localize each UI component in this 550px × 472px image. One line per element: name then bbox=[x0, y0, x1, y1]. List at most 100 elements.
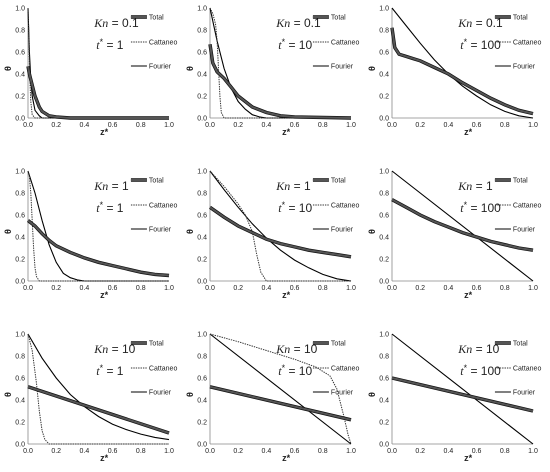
y-tick-label: 0.6 bbox=[197, 376, 207, 383]
series-line-cattaneo bbox=[27, 170, 169, 282]
series-line-cattaneo bbox=[27, 7, 169, 119]
legend-item-cattaneo: Cattaneo bbox=[130, 203, 177, 210]
legend-item-total: Total bbox=[494, 341, 528, 348]
legend-item-total: Total bbox=[312, 178, 346, 185]
legend-item-total: Total bbox=[494, 15, 528, 22]
legend: Total Cattaneo Fourier bbox=[312, 178, 360, 234]
legend: Total Cattaneo Fourier bbox=[494, 341, 542, 397]
x-axis-label: z* bbox=[100, 290, 109, 300]
time-annotation: t* = 1 bbox=[96, 37, 124, 52]
x-tick-label: 0.8 bbox=[136, 122, 146, 129]
y-tick-label: 0.2 bbox=[15, 257, 25, 264]
x-tick-label: 0.0 bbox=[205, 448, 215, 455]
chart-panel-7: 0.0 0.2 0.4 0.6 0.8 1.0 0.0 0.2 0.4 0.6 0.8 1.0 z* θ K… bbox=[3, 332, 177, 464]
y-tick-label: 0.6 bbox=[197, 50, 207, 57]
x-axis-label: z* bbox=[464, 453, 473, 463]
x-axis-label: z* bbox=[282, 290, 291, 300]
x-tick-label: 1.0 bbox=[164, 285, 174, 292]
x-tick-label: 0.4 bbox=[444, 285, 454, 292]
legend-label-cattaneo: Cattaneo bbox=[149, 366, 178, 373]
y-tick-label: 0.8 bbox=[379, 354, 389, 361]
x-tick-label: 0.2 bbox=[233, 122, 243, 129]
y-axis-label: θ bbox=[185, 66, 195, 71]
y-tick-label: 0.0 bbox=[15, 279, 25, 286]
legend-label-total: Total bbox=[513, 341, 528, 348]
x-tick-label: 0.6 bbox=[472, 285, 482, 292]
time-annotation: t* = 100 bbox=[460, 37, 501, 52]
x-tick-label: 0.8 bbox=[500, 448, 510, 455]
time-annotation: t* = 10 bbox=[278, 363, 312, 378]
x-tick-label: 0.2 bbox=[415, 122, 425, 129]
x-tick-label: 0.8 bbox=[136, 285, 146, 292]
legend-label-fourier: Fourier bbox=[513, 64, 536, 71]
legend-label-total: Total bbox=[149, 15, 164, 22]
x-tick-label: 0.0 bbox=[23, 285, 33, 292]
x-tick-label: 1.0 bbox=[346, 122, 356, 129]
legend-item-cattaneo: Cattaneo bbox=[494, 40, 541, 47]
chart-panel-8: 0.0 0.2 0.4 0.6 0.8 1.0 0.0 0.2 0.4 0.6 0.8 1.0 z* θ K… bbox=[185, 332, 359, 464]
legend-item-fourier: Fourier bbox=[130, 390, 172, 397]
x-tick-label: 0.0 bbox=[23, 122, 33, 129]
y-tick-label: 0.2 bbox=[379, 420, 389, 427]
legend-item-cattaneo: Cattaneo bbox=[494, 366, 542, 373]
y-tick-label: 0.8 bbox=[15, 191, 25, 198]
y-tick-label: 0.2 bbox=[379, 94, 389, 101]
y-tick-label: 0.6 bbox=[379, 50, 389, 57]
y-axis-label: θ bbox=[3, 229, 13, 234]
legend-label-fourier: Fourier bbox=[149, 390, 172, 397]
x-tick-label: 0.0 bbox=[205, 285, 215, 292]
legend: Total Cattaneo Fourier bbox=[494, 178, 541, 234]
x-tick-label: 0.8 bbox=[500, 122, 510, 129]
y-tick-label: 0.6 bbox=[15, 376, 25, 383]
legend: Total Cattaneo Fourier bbox=[312, 15, 359, 71]
legend-item-fourier: Fourier bbox=[312, 390, 354, 397]
legend-item-total: Total bbox=[494, 178, 528, 185]
legend-label-total: Total bbox=[331, 341, 346, 348]
x-axis-label: z* bbox=[282, 127, 291, 137]
chart-panel-1: 0.0 0.2 0.4 0.6 0.8 1.0 0.0 0.2 0.4 0.6 0.8 1.0 z* θ K… bbox=[3, 6, 177, 138]
y-tick-label: 0.6 bbox=[15, 50, 25, 57]
series-line-total bbox=[26, 219, 170, 278]
x-tick-label: 0.8 bbox=[318, 122, 328, 129]
series-line-cattaneo bbox=[27, 333, 169, 445]
legend-label-cattaneo: Cattaneo bbox=[331, 366, 360, 373]
y-tick-label: 0.0 bbox=[379, 279, 389, 286]
series-line-total bbox=[209, 385, 352, 422]
legend-item-cattaneo: Cattaneo bbox=[312, 203, 360, 210]
y-tick-label: 0.4 bbox=[197, 72, 207, 79]
legend-item-fourier: Fourier bbox=[312, 64, 354, 71]
y-tick-label: 0.6 bbox=[379, 213, 389, 220]
legend-label-total: Total bbox=[149, 341, 164, 348]
y-tick-label: 0.4 bbox=[379, 72, 389, 79]
legend-item-total: Total bbox=[130, 15, 164, 22]
legend-label-total: Total bbox=[513, 178, 528, 185]
x-tick-label: 1.0 bbox=[528, 448, 538, 455]
series-line-fourier bbox=[391, 7, 534, 119]
legend-item-fourier: Fourier bbox=[130, 64, 172, 71]
legend: Total Cattaneo Fourier bbox=[130, 15, 177, 71]
x-tick-label: 0.6 bbox=[472, 448, 482, 455]
y-tick-label: 0.6 bbox=[197, 213, 207, 220]
y-tick-label: 1.0 bbox=[15, 6, 25, 13]
x-tick-label: 1.0 bbox=[164, 122, 174, 129]
y-tick-label: 0.4 bbox=[197, 235, 207, 242]
series-line-fourier bbox=[209, 7, 351, 119]
y-tick-label: 0.8 bbox=[15, 28, 25, 35]
time-annotation: t* = 10 bbox=[278, 37, 312, 52]
series-line-fourier bbox=[391, 170, 534, 282]
x-tick-label: 0.6 bbox=[290, 122, 300, 129]
x-tick-label: 0.0 bbox=[23, 448, 33, 455]
legend-item-total: Total bbox=[130, 341, 164, 348]
y-tick-label: 1.0 bbox=[379, 6, 389, 13]
y-tick-label: 0.8 bbox=[15, 354, 25, 361]
knudsen-annotation: Kn = 10 bbox=[275, 342, 317, 356]
series-line-fourier bbox=[391, 333, 534, 445]
y-tick-label: 0.0 bbox=[15, 442, 25, 449]
y-tick-label: 1.0 bbox=[379, 332, 389, 339]
chart-panel-3: 0.0 0.2 0.4 0.6 0.8 1.0 0.0 0.2 0.4 0.6 0.8 1.0 z* θ K… bbox=[367, 6, 541, 138]
legend-label-cattaneo: Cattaneo bbox=[331, 203, 360, 210]
y-tick-label: 0.4 bbox=[379, 398, 389, 405]
y-tick-label: 0.0 bbox=[15, 116, 25, 123]
legend-label-cattaneo: Cattaneo bbox=[513, 366, 542, 373]
y-tick-label: 0.4 bbox=[197, 398, 207, 405]
